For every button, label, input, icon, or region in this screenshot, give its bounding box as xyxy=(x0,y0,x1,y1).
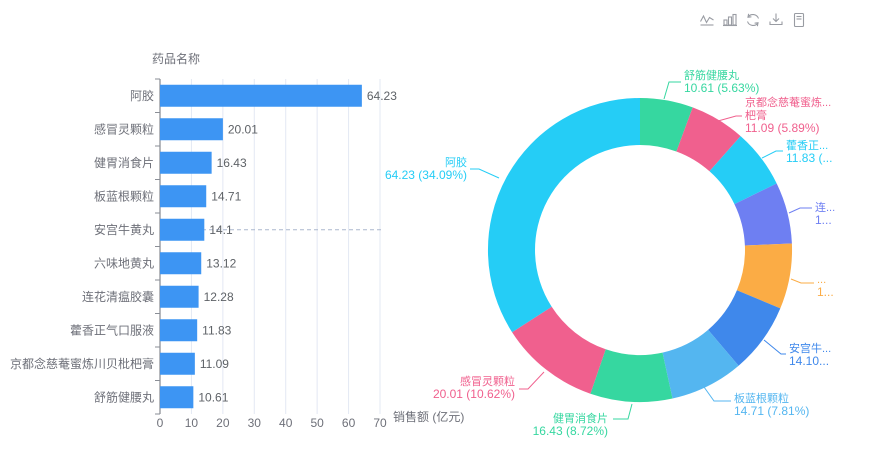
pie-label-value: 14.71 (7.81%) xyxy=(734,404,809,418)
x-axis-tick-label: 30 xyxy=(248,416,262,430)
bar-category-label: 阿胶 xyxy=(130,88,154,103)
pie-label-name: 藿香正... xyxy=(786,138,828,152)
pie-slice[interactable] xyxy=(487,97,640,333)
bar-category-label: 藿香正气口服液 xyxy=(70,322,154,337)
bar-chart: 阿胶 64.23 感冒灵颗粒 20.01 健胃消食片 16.43 板蓝根颗粒 14.71 安宫牛… xyxy=(10,51,464,430)
bar-value-label: 20.01 xyxy=(228,122,258,136)
pie-label-line xyxy=(470,168,500,179)
pie-label-line xyxy=(519,371,545,390)
x-axis-tick-label: 70 xyxy=(373,416,387,430)
pie-slice[interactable] xyxy=(640,97,693,152)
pie-slice[interactable] xyxy=(676,107,741,172)
bar[interactable] xyxy=(160,84,362,107)
toggle-bar-chart-icon[interactable] xyxy=(722,12,738,28)
bar-value-label: 12.28 xyxy=(204,290,234,304)
toggle-line-chart-icon[interactable] xyxy=(699,12,715,28)
pie-label-value: 10.61 (5.63%) xyxy=(684,81,759,95)
toolbox xyxy=(699,12,807,28)
bar[interactable] xyxy=(160,386,194,409)
pie-label-line xyxy=(788,207,812,214)
x-axis-tick-label: 0 xyxy=(157,416,164,430)
pie-slice[interactable] xyxy=(709,136,777,205)
bar[interactable] xyxy=(160,218,205,241)
pie-label-name: 舒筋健腰丸 xyxy=(684,68,739,82)
pie-slice[interactable] xyxy=(736,243,793,309)
bar-category-label: 感冒灵颗粒 xyxy=(94,121,154,136)
restore-icon[interactable] xyxy=(745,12,761,28)
bar[interactable] xyxy=(160,319,198,342)
pie-label-value: 11.09 (5.89%) xyxy=(745,121,820,135)
pie-label-name: 京都念慈菴蜜炼... xyxy=(745,95,831,109)
bar-value-label: 10.61 xyxy=(198,390,228,404)
x-axis-tick-label: 40 xyxy=(279,416,293,430)
bar-value-label: 14.1 xyxy=(209,223,233,237)
pie-label-line xyxy=(663,81,681,100)
pie-label-value: 14.10... xyxy=(789,354,829,368)
bar[interactable] xyxy=(160,118,223,141)
pie-slice[interactable] xyxy=(662,329,739,399)
bar-category-label: 六味地黄丸 xyxy=(94,256,154,270)
bar-category-label: 连花清瘟胶囊 xyxy=(82,289,154,304)
bar[interactable] xyxy=(160,151,212,174)
y-axis-name: 药品名称 xyxy=(152,51,200,66)
bar-value-label: 11.09 xyxy=(200,357,229,371)
pie-label-value: 1... xyxy=(815,213,832,227)
pie-label-name: 安宫牛... xyxy=(789,341,831,355)
pie-label-name: 连... xyxy=(815,201,835,214)
download-image-icon[interactable] xyxy=(768,12,784,28)
pie-label-name: 健胃消食片 xyxy=(553,411,608,425)
bar-value-label: 64.23 xyxy=(367,89,397,103)
pie-label-value: 11.83 (... xyxy=(786,151,832,165)
bar[interactable] xyxy=(160,285,199,308)
pie-label-line xyxy=(613,403,633,420)
x-axis-tick-label: 10 xyxy=(185,416,199,430)
x-axis-tick-label: 50 xyxy=(310,416,324,430)
bar-value-label: 13.12 xyxy=(206,256,236,270)
x-axis-tick-label: 60 xyxy=(342,416,356,430)
pie-label-line xyxy=(717,115,742,122)
bar-value-label: 11.83 xyxy=(202,323,231,337)
pie-slice[interactable] xyxy=(590,349,673,403)
pie-label-value: 20.01 (10.62%) xyxy=(433,387,515,401)
pie-slice[interactable] xyxy=(734,183,792,246)
pie-label-line xyxy=(703,386,731,402)
bar-value-label: 16.43 xyxy=(217,156,247,170)
pie-label-name: 板蓝根颗粒 xyxy=(734,391,789,405)
bar-category-label: 安宫牛黄丸 xyxy=(94,222,154,237)
pie-label-line xyxy=(761,150,783,159)
x-axis-name: 销售额 (亿元) xyxy=(393,409,464,424)
bar-value-label: 14.71 xyxy=(211,189,241,203)
pie-label-name: 感冒灵颗粒 xyxy=(460,374,515,388)
pie-label-value: 1... xyxy=(817,285,834,299)
pie-label-name: 阿胶 xyxy=(445,155,467,169)
pie-label-name: 杷膏 xyxy=(745,108,767,122)
bar[interactable] xyxy=(160,185,207,208)
pie-label-name: ... xyxy=(817,274,826,286)
pie-label-line xyxy=(790,278,814,284)
data-view-icon[interactable] xyxy=(791,12,807,28)
x-axis-tick-label: 20 xyxy=(216,416,230,430)
bar-category-label: 板蓝根颗粒 xyxy=(94,188,154,203)
pie-slice[interactable] xyxy=(512,306,606,394)
pie-label-value: 64.23 (34.09%) xyxy=(385,168,467,182)
bar-category-label: 京都念慈菴蜜炼川贝枇杷膏 xyxy=(10,356,154,371)
pie-label-line xyxy=(763,339,786,355)
bar-category-label: 健胃消食片 xyxy=(94,155,154,170)
bar[interactable] xyxy=(160,252,202,275)
pie-slice[interactable] xyxy=(708,290,781,366)
pie-label-value: 16.43 (8.72%) xyxy=(533,424,608,438)
bar-category-label: 舒筋健腰丸 xyxy=(94,389,154,404)
bar[interactable] xyxy=(160,352,195,375)
